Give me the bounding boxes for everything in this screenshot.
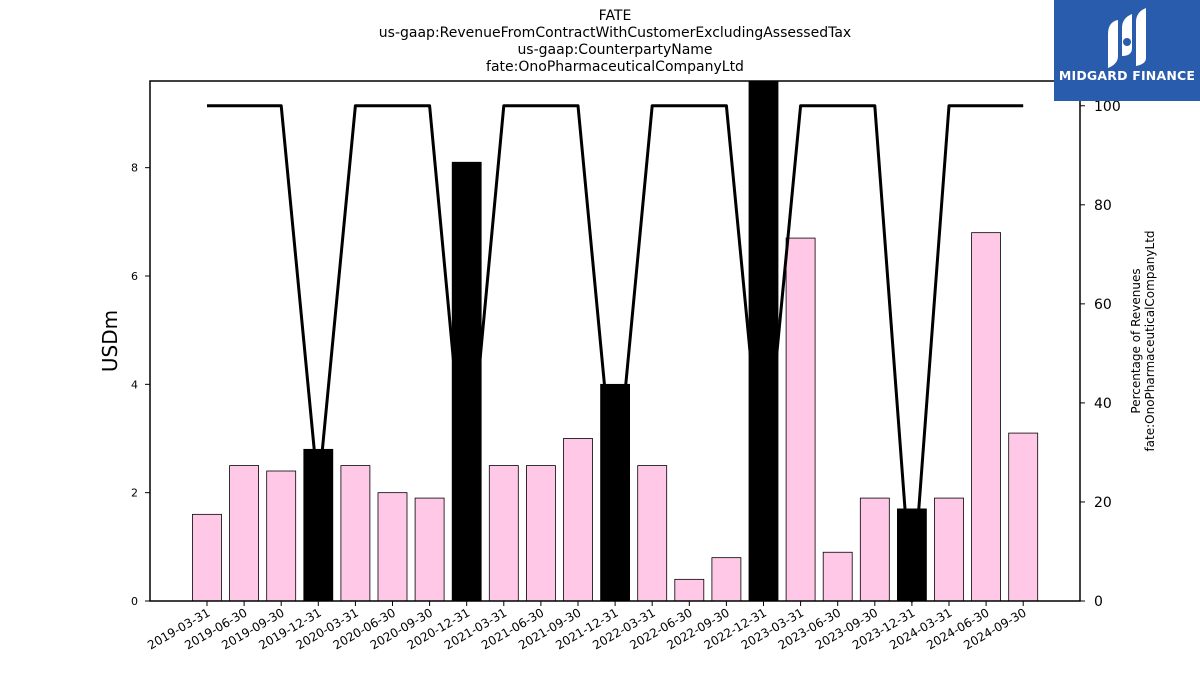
- bar-2020-12-31: [451, 161, 482, 601]
- bar-2021-06-30: [526, 465, 556, 601]
- bar-2022-03-31: [637, 465, 668, 601]
- logo-text: MIDGARD FINANCE: [1058, 68, 1196, 83]
- bar-2024-09-30: [1008, 432, 1039, 601]
- y-tick-label-8: 8: [131, 162, 138, 175]
- y2-tick-label-80: 80: [1094, 198, 1112, 214]
- bar-2019-09-30: [266, 470, 297, 601]
- bars-group: [192, 81, 1039, 601]
- chart-title: FATEus-gaap:RevenueFromContractWithCusto…: [379, 8, 851, 75]
- bar-2020-03-31: [340, 465, 371, 601]
- y2-tick-label-20: 20: [1094, 495, 1112, 511]
- logo-mark-icon: [1108, 8, 1146, 68]
- title-line-1: us-gaap:RevenueFromContractWithCustomerE…: [379, 25, 851, 41]
- bar-2019-06-30: [229, 465, 260, 601]
- bar-2024-03-31: [934, 497, 964, 601]
- y-axis-label: USDm: [98, 310, 122, 372]
- percentage-line-group: [207, 104, 1024, 603]
- y2-tick-label-40: 40: [1094, 396, 1112, 412]
- y-tick-label-4: 4: [131, 378, 138, 391]
- bar-2021-09-30: [563, 438, 593, 601]
- bar-2023-03-31: [785, 237, 816, 601]
- bar-2024-06-30: [971, 232, 1001, 601]
- title-line-2: us-gaap:CounterpartyName: [517, 42, 712, 58]
- y2-tick-label-60: 60: [1094, 297, 1112, 313]
- y2-axis-label-0: Percentage of Revenues: [1129, 268, 1143, 413]
- y2-tick-label-0: 0: [1094, 594, 1103, 610]
- y-tick-label-0: 0: [131, 595, 138, 608]
- midgard-finance-logo: MIDGARD FINANCE: [1054, 0, 1200, 101]
- bar-2023-06-30: [822, 551, 853, 601]
- bar-2022-12-31: [748, 81, 779, 601]
- bar-2023-09-30: [859, 497, 890, 601]
- bar-2022-06-30: [674, 578, 705, 601]
- bar-2021-03-31: [488, 465, 519, 601]
- title-line-0: FATE: [599, 8, 632, 24]
- bar-2022-09-30: [711, 557, 742, 601]
- bar-2019-12-31: [303, 448, 334, 601]
- bar-2020-06-30: [377, 492, 408, 601]
- y2-tick-label-100: 100: [1094, 99, 1121, 115]
- y2-axis-label-1: fate:OnoPharmaceuticalCompanyLtd: [1143, 230, 1157, 451]
- y-tick-label-2: 2: [131, 487, 138, 500]
- percentage-line: [207, 104, 1024, 603]
- y-tick-label-6: 6: [131, 270, 138, 283]
- title-line-3: fate:OnoPharmaceuticalCompanyLtd: [486, 59, 744, 75]
- bar-2020-09-30: [414, 497, 445, 601]
- bar-2019-03-31: [192, 513, 222, 601]
